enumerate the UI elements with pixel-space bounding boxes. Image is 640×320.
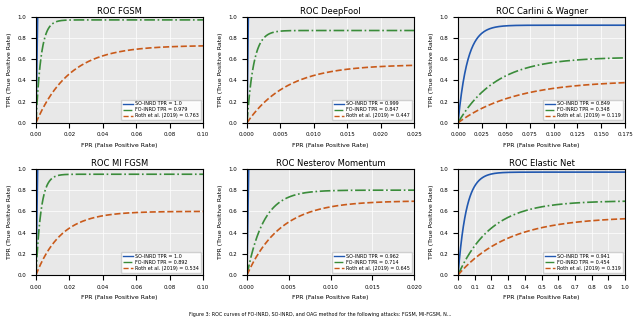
Legend: SO-INRD TPR = 0.941, FO-INRD TPR = 0.454, Roth et al. (2019) = 0.319: SO-INRD TPR = 0.941, FO-INRD TPR = 0.454… <box>543 252 623 273</box>
Y-axis label: TPR (True Positive Rate): TPR (True Positive Rate) <box>218 33 223 107</box>
Legend: SO-INRD TPR = 0.849, FO-INRD TPR = 0.348, Roth et al. (2019) = 0.119: SO-INRD TPR = 0.849, FO-INRD TPR = 0.348… <box>543 100 623 120</box>
X-axis label: FPR (False Positive Rate): FPR (False Positive Rate) <box>81 295 158 300</box>
Legend: SO-INRD TPR = 1.0, FO-INRD TPR = 0.892, Roth et al. (2019) = 0.534: SO-INRD TPR = 1.0, FO-INRD TPR = 0.892, … <box>122 252 201 273</box>
Y-axis label: TPR (True Positive Rate): TPR (True Positive Rate) <box>218 185 223 259</box>
Y-axis label: TPR (True Positive Rate): TPR (True Positive Rate) <box>7 185 12 259</box>
X-axis label: FPR (False Positive Rate): FPR (False Positive Rate) <box>503 143 580 148</box>
Legend: SO-INRD TPR = 0.962, FO-INRD TPR = 0.714, Roth et al. (2019) = 0.645: SO-INRD TPR = 0.962, FO-INRD TPR = 0.714… <box>332 252 412 273</box>
Y-axis label: TPR (True Positive Rate): TPR (True Positive Rate) <box>429 33 434 107</box>
X-axis label: FPR (False Positive Rate): FPR (False Positive Rate) <box>292 143 369 148</box>
X-axis label: FPR (False Positive Rate): FPR (False Positive Rate) <box>81 143 158 148</box>
Y-axis label: TPR (True Positive Rate): TPR (True Positive Rate) <box>429 185 434 259</box>
X-axis label: FPR (False Positive Rate): FPR (False Positive Rate) <box>292 295 369 300</box>
Title: ROC Nesterov Momentum: ROC Nesterov Momentum <box>276 159 385 168</box>
Text: Figure 3: ROC curves of FO-INRD, SO-INRD, and OAG method for the following attac: Figure 3: ROC curves of FO-INRD, SO-INRD… <box>189 312 451 317</box>
X-axis label: FPR (False Positive Rate): FPR (False Positive Rate) <box>503 295 580 300</box>
Title: ROC Elastic Net: ROC Elastic Net <box>509 159 575 168</box>
Title: ROC FGSM: ROC FGSM <box>97 7 142 16</box>
Title: ROC Carlini & Wagner: ROC Carlini & Wagner <box>495 7 588 16</box>
Legend: SO-INRD TPR = 0.999, FO-INRD TPR = 0.847, Roth et al. (2019) = 0.447: SO-INRD TPR = 0.999, FO-INRD TPR = 0.847… <box>332 100 412 120</box>
Title: ROC DeepFool: ROC DeepFool <box>300 7 361 16</box>
Title: ROC MI FGSM: ROC MI FGSM <box>91 159 148 168</box>
Y-axis label: TPR (True Positive Rate): TPR (True Positive Rate) <box>7 33 12 107</box>
Legend: SO-INRD TPR = 1.0, FO-INRD TPR = 0.979, Roth et al. (2019) = 0.763: SO-INRD TPR = 1.0, FO-INRD TPR = 0.979, … <box>122 100 201 120</box>
